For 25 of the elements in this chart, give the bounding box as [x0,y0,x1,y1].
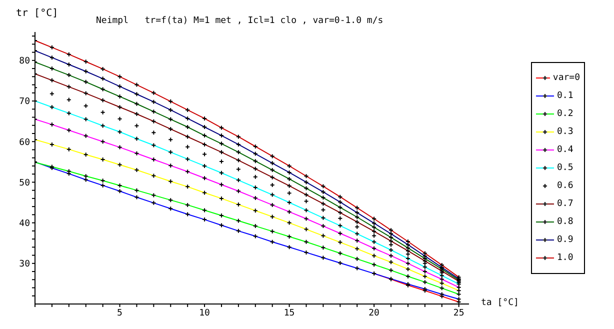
x-tick-label: 15 [284,308,295,318]
legend-label: 0.2 [557,109,574,119]
y-tick-label: 30 [19,260,30,270]
chart-title: Neimpl tr=f(ta) M=1 met , Icl=1 clo , var=0-1.0 m/s [96,16,384,26]
legend-label: 0.7 [557,199,574,209]
y-tick-label: 70 [19,97,30,108]
x-tick-label: 10 [199,308,210,318]
legend-label: 0.3 [557,127,574,137]
legend-label: 0.4 [557,145,574,155]
legend-label: var=0 [552,73,580,83]
legend-label: 1.0 [557,253,574,263]
legend-label: 0.8 [557,217,574,227]
legend-label: 0.1 [557,91,574,101]
x-tick-label: 25 [453,308,464,318]
x-tick-label: 20 [368,308,380,318]
y-axis-title: tr [°C] [16,8,58,19]
x-tick-label: 5 [117,308,122,318]
legend-label: 0.5 [557,163,574,173]
y-tick-label: 80 [19,56,30,67]
y-tick-label: 40 [19,219,30,229]
y-tick-label: 60 [19,138,30,148]
y-tick-label: 50 [19,178,30,188]
legend-label: 0.9 [557,235,574,245]
x-axis-title: ta [°C] [481,298,519,308]
legend-label: 0.6 [557,181,574,191]
